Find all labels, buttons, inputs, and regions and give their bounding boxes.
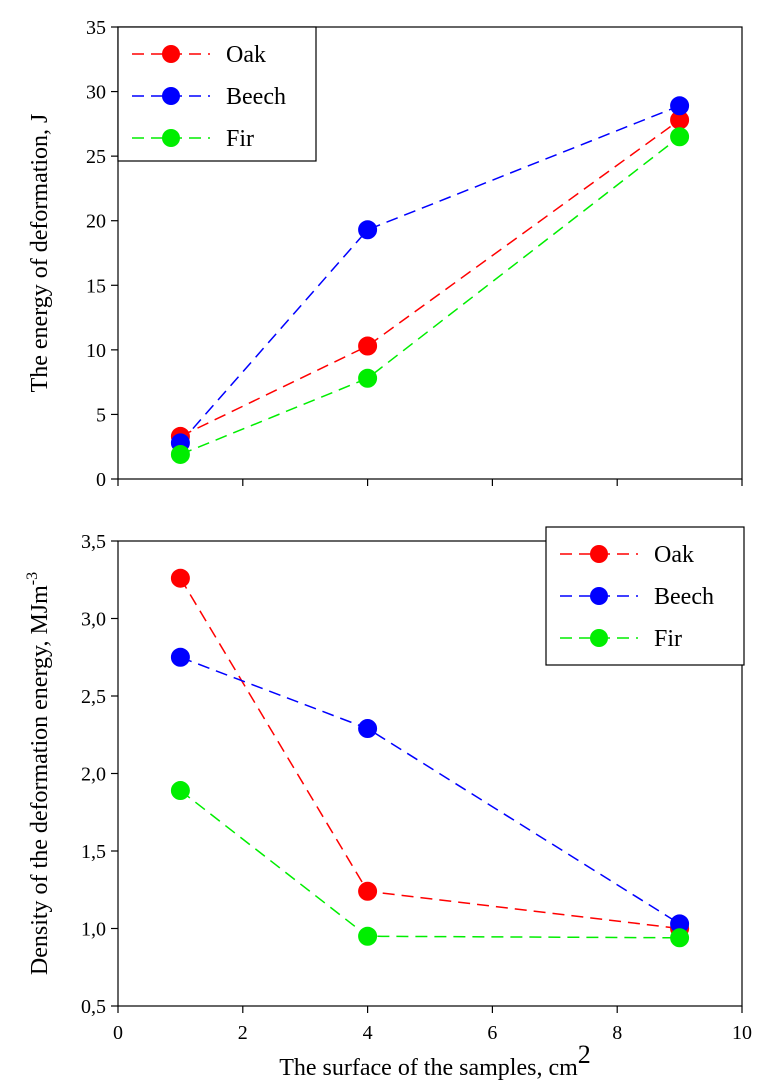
- legend-box: [545, 526, 745, 666]
- series-line-oak: [180, 119, 681, 438]
- y-tick-label: 1,0: [81, 919, 106, 941]
- legend-marker-fir: [590, 629, 608, 647]
- y-tick-label: 0,5: [81, 996, 106, 1018]
- data-point-beech: [670, 96, 690, 116]
- y-tick-label: 2,0: [81, 764, 106, 786]
- y-tick-label: 20: [86, 211, 106, 233]
- y-tick-label: 3,5: [81, 531, 106, 553]
- y-tick-label: 5: [96, 404, 106, 426]
- series-line-fir: [180, 136, 681, 456]
- y-tick-label: 3,0: [81, 609, 106, 631]
- y-tick-label: 15: [86, 275, 106, 297]
- data-point-beech: [170, 647, 190, 667]
- data-point-fir: [170, 781, 190, 801]
- legend-label-beech: Beech: [226, 84, 286, 110]
- x-tick-label: 10: [732, 1022, 752, 1044]
- data-point-fir: [170, 444, 190, 464]
- y-tick-label: 35: [86, 17, 106, 39]
- x-tick-label: 0: [113, 1022, 123, 1044]
- x-tick-label: 6: [487, 1022, 497, 1044]
- y-tick-label: 30: [86, 82, 106, 104]
- legend-box: [117, 26, 317, 162]
- legend-marker-oak: [590, 545, 608, 563]
- legend-label-oak: Oak: [654, 542, 694, 568]
- x-axis-label: The surface of the samples, cm2: [279, 1040, 591, 1081]
- chart-panel-1: 0 5 10 15 20 25 30 35 The energy of deformation,…: [27, 17, 743, 491]
- data-point-oak: [358, 336, 378, 356]
- legend-marker-beech: [162, 87, 180, 105]
- data-point-fir: [358, 926, 378, 946]
- legend-marker-oak: [162, 45, 180, 63]
- data-point-beech: [358, 220, 378, 240]
- series-line-beech: [180, 656, 680, 925]
- x-axis-label-superscript: 2: [578, 1040, 591, 1069]
- plot-frame: [117, 26, 743, 480]
- legend-marker-beech: [590, 587, 608, 605]
- legend: Oak Beech Fir: [117, 26, 317, 162]
- data-point-oak: [358, 881, 378, 901]
- y-tick-label: 10: [86, 340, 106, 362]
- data-point-fir: [670, 928, 690, 948]
- y-axis-label: Density of the deformation energy, MJm-3: [24, 572, 53, 975]
- y-axis-label-superscript: -3: [24, 572, 41, 585]
- y-axis-label: The energy of deformation, J: [27, 114, 53, 393]
- legend-label-beech: Beech: [654, 584, 714, 610]
- x-tick-label: 8: [612, 1022, 622, 1044]
- y-tick-label: 0: [96, 469, 106, 491]
- legend-label-fir: Fir: [654, 626, 682, 652]
- y-tick-label: 2,5: [81, 686, 106, 708]
- x-tick-label: 4: [363, 1022, 373, 1044]
- y-tick-label: 25: [86, 146, 106, 168]
- data-point-fir: [670, 127, 690, 147]
- x-tick-label: 2: [238, 1022, 248, 1044]
- legend-label-oak: Oak: [226, 42, 266, 68]
- series-line-fir: [179, 789, 680, 939]
- legend-label-fir: Fir: [226, 126, 254, 152]
- data-point-oak: [170, 568, 190, 588]
- legend-marker-fir: [162, 129, 180, 147]
- legend: Oak Beech Fir: [545, 526, 745, 666]
- chart-panel-2: 0,5 1,0 1,5 2,0 2,5 3,0 3,5 0 2 4 6 8 10 Density of t…: [24, 526, 752, 1081]
- data-point-beech: [358, 719, 378, 739]
- data-point-fir: [358, 368, 378, 388]
- y-tick-label: 1,5: [81, 841, 106, 863]
